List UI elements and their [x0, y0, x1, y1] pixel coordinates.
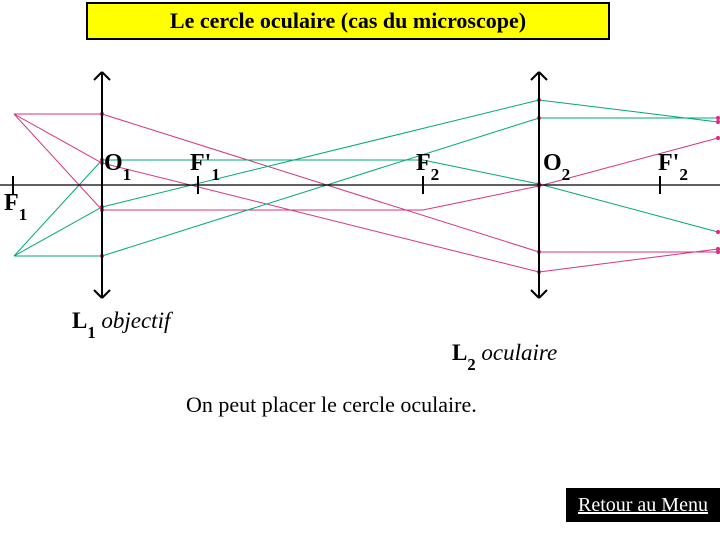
caption-text: On peut placer le cercle oculaire. — [186, 392, 477, 418]
label-F2: F2 — [416, 150, 439, 181]
return-to-menu-label: Retour au Menu — [578, 494, 708, 517]
label-Fp1: F'1 — [190, 150, 220, 181]
label-L2: L2 oculaire — [452, 340, 557, 371]
label-O1: O1 — [104, 150, 131, 181]
optics-diagram — [0, 0, 720, 540]
return-to-menu-button[interactable]: Retour au Menu — [566, 488, 720, 522]
label-Fp2: F'2 — [658, 150, 688, 181]
label-F1: F1 — [4, 190, 27, 221]
label-O2: O2 — [543, 150, 570, 181]
label-L1: L1 objectif — [72, 308, 170, 339]
